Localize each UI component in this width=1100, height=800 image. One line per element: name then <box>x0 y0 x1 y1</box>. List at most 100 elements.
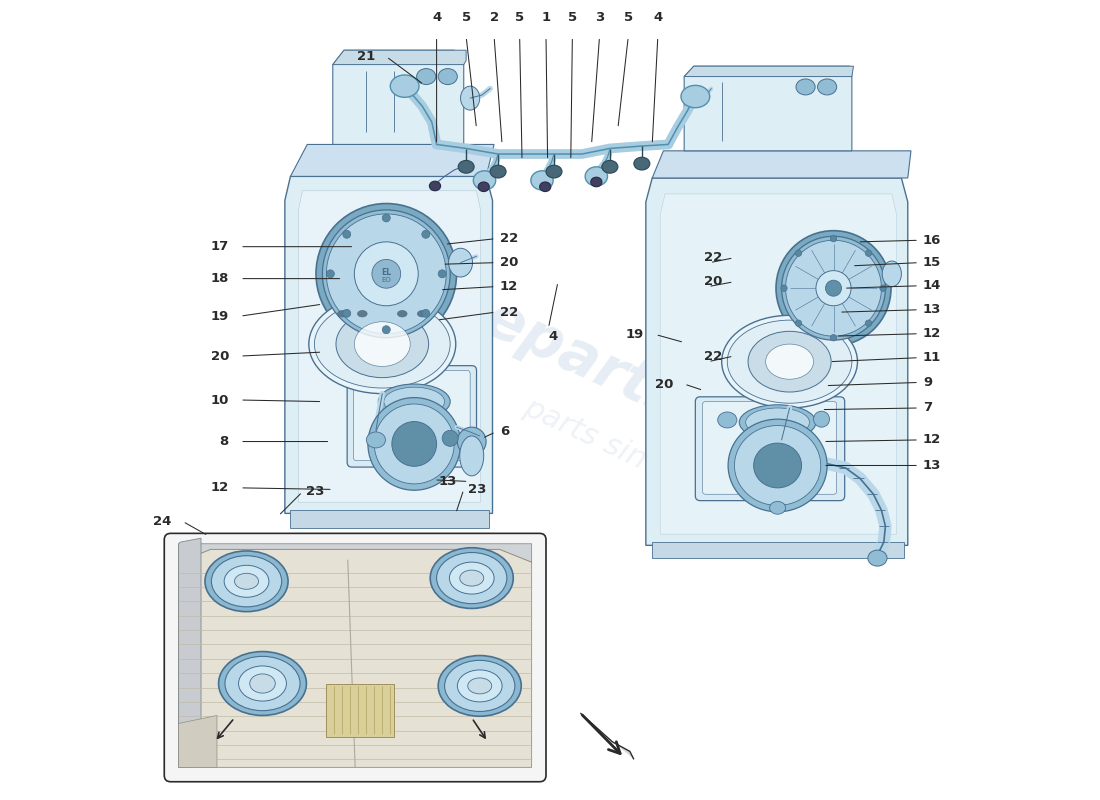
Polygon shape <box>660 194 896 534</box>
Text: 16: 16 <box>923 234 942 246</box>
Text: 18: 18 <box>210 272 229 285</box>
Text: 12: 12 <box>923 327 942 340</box>
Ellipse shape <box>591 177 602 186</box>
Ellipse shape <box>429 181 441 190</box>
Ellipse shape <box>397 310 407 317</box>
Polygon shape <box>178 544 531 562</box>
Text: 8: 8 <box>220 435 229 448</box>
Text: 20: 20 <box>654 378 673 390</box>
Ellipse shape <box>322 210 450 338</box>
Ellipse shape <box>739 405 816 440</box>
Text: 22: 22 <box>704 251 723 264</box>
Text: 13: 13 <box>439 475 458 488</box>
Ellipse shape <box>795 320 802 326</box>
FancyBboxPatch shape <box>353 370 470 461</box>
Ellipse shape <box>450 562 494 594</box>
Ellipse shape <box>309 294 455 394</box>
Ellipse shape <box>226 656 300 710</box>
FancyBboxPatch shape <box>164 534 546 782</box>
Ellipse shape <box>358 310 367 317</box>
Ellipse shape <box>383 326 390 334</box>
Ellipse shape <box>211 556 282 607</box>
Ellipse shape <box>224 566 268 598</box>
Text: 5: 5 <box>515 11 525 24</box>
Ellipse shape <box>880 285 887 291</box>
Polygon shape <box>290 145 494 176</box>
Ellipse shape <box>748 331 832 392</box>
Ellipse shape <box>830 235 837 242</box>
Ellipse shape <box>770 502 785 514</box>
Polygon shape <box>178 538 201 767</box>
Text: EL: EL <box>382 268 392 277</box>
Text: 13: 13 <box>923 459 942 472</box>
Ellipse shape <box>250 674 275 693</box>
Ellipse shape <box>782 236 886 340</box>
FancyBboxPatch shape <box>348 366 476 467</box>
Polygon shape <box>646 178 908 546</box>
Ellipse shape <box>438 655 521 716</box>
Text: 22: 22 <box>499 232 518 245</box>
Ellipse shape <box>781 285 788 291</box>
Polygon shape <box>178 550 531 767</box>
Ellipse shape <box>449 248 473 277</box>
Polygon shape <box>333 50 466 65</box>
Ellipse shape <box>442 430 459 446</box>
Ellipse shape <box>384 387 444 416</box>
Ellipse shape <box>882 261 901 286</box>
Ellipse shape <box>866 250 871 256</box>
Ellipse shape <box>478 182 490 191</box>
Text: 12: 12 <box>923 434 942 446</box>
Ellipse shape <box>785 240 881 336</box>
Text: 21: 21 <box>356 50 375 63</box>
Text: 22: 22 <box>499 306 518 318</box>
Ellipse shape <box>430 548 514 609</box>
Polygon shape <box>581 713 634 759</box>
Text: 20: 20 <box>210 350 229 362</box>
FancyBboxPatch shape <box>695 397 845 501</box>
Text: 11: 11 <box>923 351 942 364</box>
Ellipse shape <box>239 666 286 701</box>
Ellipse shape <box>634 158 650 170</box>
Ellipse shape <box>327 214 447 334</box>
Ellipse shape <box>458 670 502 702</box>
Text: 20: 20 <box>499 256 518 269</box>
Ellipse shape <box>315 300 450 388</box>
Ellipse shape <box>754 443 802 488</box>
Text: 14: 14 <box>923 279 942 292</box>
Ellipse shape <box>796 79 815 95</box>
Ellipse shape <box>776 230 891 346</box>
Ellipse shape <box>746 408 810 437</box>
Ellipse shape <box>343 310 351 318</box>
Text: 19: 19 <box>626 328 645 341</box>
Ellipse shape <box>327 270 334 278</box>
Text: parts since...: parts since... <box>518 394 710 502</box>
Text: 5: 5 <box>568 11 576 24</box>
Ellipse shape <box>602 161 618 173</box>
Ellipse shape <box>437 553 507 604</box>
Polygon shape <box>285 176 493 514</box>
Text: 5: 5 <box>462 11 471 24</box>
Polygon shape <box>684 66 851 151</box>
Ellipse shape <box>866 320 871 326</box>
Ellipse shape <box>727 320 851 403</box>
Ellipse shape <box>722 315 858 408</box>
Ellipse shape <box>354 242 418 306</box>
Ellipse shape <box>378 384 450 419</box>
Ellipse shape <box>735 426 821 506</box>
Ellipse shape <box>461 86 480 110</box>
Ellipse shape <box>830 334 837 341</box>
Ellipse shape <box>421 310 430 318</box>
Ellipse shape <box>343 230 351 238</box>
Ellipse shape <box>825 280 842 296</box>
Ellipse shape <box>766 344 814 379</box>
Text: 23: 23 <box>468 483 486 496</box>
Ellipse shape <box>795 250 802 256</box>
Text: 7: 7 <box>923 402 932 414</box>
Ellipse shape <box>717 412 737 428</box>
Text: 5: 5 <box>624 11 632 24</box>
Text: 12: 12 <box>499 280 518 293</box>
Text: oeparts: oeparts <box>440 273 692 431</box>
Ellipse shape <box>205 551 288 612</box>
Ellipse shape <box>460 436 484 476</box>
FancyBboxPatch shape <box>703 402 837 494</box>
